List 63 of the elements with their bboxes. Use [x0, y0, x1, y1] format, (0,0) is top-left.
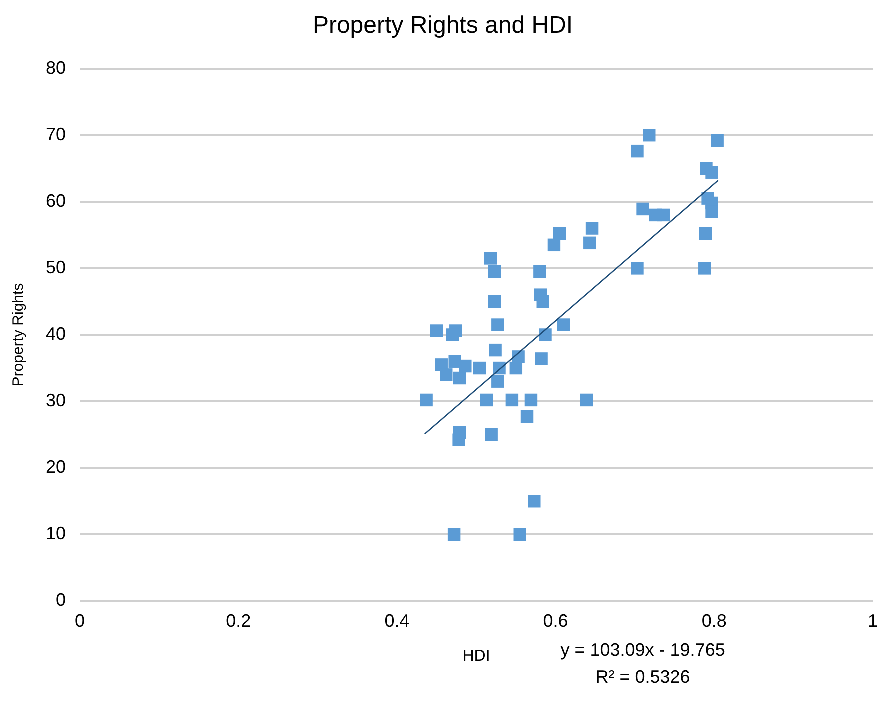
point: [480, 394, 494, 407]
point: [420, 394, 433, 407]
point: [557, 318, 570, 332]
point: [512, 350, 525, 364]
y-tick-label: 40: [46, 324, 66, 344]
point: [636, 202, 650, 216]
text: R² = 0.5326: [596, 667, 690, 688]
y-tick-label: 0: [56, 590, 66, 610]
point: [657, 208, 670, 222]
point: [520, 410, 534, 424]
point: [699, 227, 712, 240]
point: [698, 262, 712, 275]
point: [548, 238, 561, 252]
text: y = 103.09x - 19.765: [560, 640, 726, 660]
y-tick-label: 30: [46, 390, 66, 411]
point: [534, 265, 546, 278]
point: [514, 528, 526, 542]
point: [535, 352, 548, 366]
x-tick-label: 0.6: [543, 610, 568, 631]
point: [452, 434, 466, 447]
point: [430, 324, 444, 338]
point: [440, 368, 453, 382]
point: [488, 265, 502, 278]
point: [706, 206, 718, 218]
point: [553, 227, 566, 240]
point: [448, 528, 461, 542]
point: [706, 166, 718, 179]
point: [586, 222, 599, 235]
point: [536, 295, 550, 308]
point: [492, 318, 504, 332]
point: [484, 252, 498, 265]
x-tick-label: 0.4: [384, 610, 410, 631]
point: [580, 394, 594, 407]
x-tick-label: 0.8: [702, 610, 727, 631]
x-axis-title: HDI: [462, 648, 490, 665]
point: [446, 328, 460, 342]
point: [524, 394, 538, 407]
point: [453, 372, 466, 385]
x-tick-label: 0.2: [226, 610, 252, 631]
y-axis-title: Property Rights: [10, 283, 28, 387]
point: [492, 375, 504, 388]
point: [488, 295, 502, 308]
point: [485, 428, 498, 442]
point: [643, 128, 656, 142]
y-tick-label: 60: [46, 190, 66, 211]
x-tick-label: 1: [868, 610, 878, 631]
point: [631, 144, 644, 158]
point: [489, 344, 502, 357]
point: [631, 262, 644, 275]
point: [528, 495, 541, 508]
chart-title: Property Rights and HDI: [312, 12, 574, 40]
y-tick-label: 50: [46, 257, 66, 278]
x-tick-label: 0: [75, 610, 86, 631]
point: [711, 134, 724, 148]
y-tick-label: 10: [46, 524, 66, 544]
point: [473, 362, 486, 375]
point: [539, 328, 552, 342]
y-tick-label: 20: [46, 457, 66, 478]
point: [584, 236, 596, 250]
y-tick-label: 80: [46, 58, 66, 78]
point: [459, 360, 472, 373]
y-tick-label: 70: [46, 124, 66, 144]
point: [506, 394, 519, 407]
